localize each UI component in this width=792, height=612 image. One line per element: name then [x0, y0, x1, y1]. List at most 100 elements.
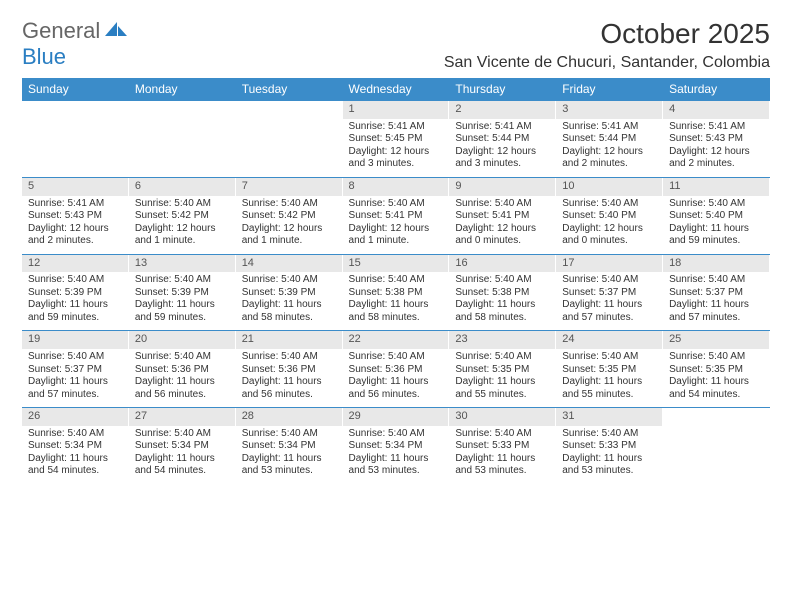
- day-header-wed: Wednesday: [343, 78, 450, 101]
- sunrise-text: Sunrise: 5:40 AM: [135, 428, 230, 441]
- sunrise-text: Sunrise: 5:40 AM: [455, 428, 550, 441]
- day-cell: 13Sunrise: 5:40 AMSunset: 5:39 PMDayligh…: [129, 254, 236, 331]
- day-content: Sunrise: 5:41 AMSunset: 5:43 PMDaylight:…: [663, 119, 770, 177]
- sunset-text: Sunset: 5:42 PM: [135, 210, 230, 223]
- day-cell: 19Sunrise: 5:40 AMSunset: 5:37 PMDayligh…: [22, 331, 129, 408]
- day-number: 9: [449, 178, 556, 196]
- day-cell: 5Sunrise: 5:41 AMSunset: 5:43 PMDaylight…: [22, 177, 129, 254]
- sunrise-text: Sunrise: 5:40 AM: [562, 274, 657, 287]
- title-block: October 2025 San Vicente de Chucuri, San…: [444, 18, 770, 72]
- sunrise-text: Sunrise: 5:41 AM: [28, 198, 123, 211]
- logo-sail-icon: [103, 25, 129, 42]
- sunset-text: Sunset: 5:33 PM: [455, 440, 550, 453]
- day-content: Sunrise: 5:40 AMSunset: 5:42 PMDaylight:…: [236, 196, 343, 254]
- sunrise-text: Sunrise: 5:40 AM: [349, 198, 444, 211]
- day-cell: 15Sunrise: 5:40 AMSunset: 5:38 PMDayligh…: [343, 254, 450, 331]
- daylight-text: Daylight: 11 hours and 59 minutes.: [28, 299, 123, 324]
- day-number: 1: [343, 101, 450, 119]
- daylight-text: Daylight: 12 hours and 0 minutes.: [562, 223, 657, 248]
- day-content: Sunrise: 5:40 AMSunset: 5:40 PMDaylight:…: [663, 196, 770, 254]
- daylight-text: Daylight: 11 hours and 56 minutes.: [242, 376, 337, 401]
- sunrise-text: Sunrise: 5:40 AM: [28, 274, 123, 287]
- day-content: Sunrise: 5:40 AMSunset: 5:37 PMDaylight:…: [663, 272, 770, 330]
- day-number: 27: [129, 408, 236, 426]
- sunset-text: Sunset: 5:40 PM: [562, 210, 657, 223]
- day-content: Sunrise: 5:40 AMSunset: 5:33 PMDaylight:…: [449, 426, 556, 484]
- day-number: 19: [22, 331, 129, 349]
- day-number: 15: [343, 255, 450, 273]
- sunrise-text: Sunrise: 5:40 AM: [28, 428, 123, 441]
- day-cell: 23Sunrise: 5:40 AMSunset: 5:35 PMDayligh…: [449, 331, 556, 408]
- daylight-text: Daylight: 11 hours and 53 minutes.: [349, 453, 444, 478]
- day-number: 3: [556, 101, 663, 119]
- day-cell: 27Sunrise: 5:40 AMSunset: 5:34 PMDayligh…: [129, 408, 236, 484]
- day-cell: [236, 101, 343, 178]
- day-cell: [129, 101, 236, 178]
- day-content: Sunrise: 5:40 AMSunset: 5:38 PMDaylight:…: [343, 272, 450, 330]
- sunrise-text: Sunrise: 5:40 AM: [242, 351, 337, 364]
- sunrise-text: Sunrise: 5:41 AM: [669, 121, 764, 134]
- sunset-text: Sunset: 5:39 PM: [135, 287, 230, 300]
- day-cell: 8Sunrise: 5:40 AMSunset: 5:41 PMDaylight…: [343, 177, 450, 254]
- day-number: 22: [343, 331, 450, 349]
- day-number: [129, 101, 236, 119]
- sunrise-text: Sunrise: 5:40 AM: [669, 198, 764, 211]
- day-header-tue: Tuesday: [236, 78, 343, 101]
- day-content: Sunrise: 5:40 AMSunset: 5:39 PMDaylight:…: [129, 272, 236, 330]
- day-number: 17: [556, 255, 663, 273]
- day-number: 31: [556, 408, 663, 426]
- day-cell: 18Sunrise: 5:40 AMSunset: 5:37 PMDayligh…: [663, 254, 770, 331]
- calendar-body: 1Sunrise: 5:41 AMSunset: 5:45 PMDaylight…: [22, 101, 770, 484]
- daylight-text: Daylight: 12 hours and 3 minutes.: [349, 146, 444, 171]
- day-number: 24: [556, 331, 663, 349]
- daylight-text: Daylight: 11 hours and 57 minutes.: [669, 299, 764, 324]
- day-number: 28: [236, 408, 343, 426]
- daylight-text: Daylight: 11 hours and 56 minutes.: [349, 376, 444, 401]
- day-number: 10: [556, 178, 663, 196]
- daylight-text: Daylight: 12 hours and 2 minutes.: [562, 146, 657, 171]
- day-cell: 2Sunrise: 5:41 AMSunset: 5:44 PMDaylight…: [449, 101, 556, 178]
- daylight-text: Daylight: 11 hours and 53 minutes.: [455, 453, 550, 478]
- sunrise-text: Sunrise: 5:40 AM: [135, 198, 230, 211]
- day-content: Sunrise: 5:40 AMSunset: 5:37 PMDaylight:…: [556, 272, 663, 330]
- day-cell: 16Sunrise: 5:40 AMSunset: 5:38 PMDayligh…: [449, 254, 556, 331]
- day-content: Sunrise: 5:40 AMSunset: 5:36 PMDaylight:…: [129, 349, 236, 407]
- sunset-text: Sunset: 5:39 PM: [28, 287, 123, 300]
- day-header-sat: Saturday: [663, 78, 770, 101]
- day-content: Sunrise: 5:40 AMSunset: 5:35 PMDaylight:…: [663, 349, 770, 407]
- daylight-text: Daylight: 11 hours and 54 minutes.: [28, 453, 123, 478]
- header: General Blue October 2025 San Vicente de…: [22, 18, 770, 72]
- day-cell: 14Sunrise: 5:40 AMSunset: 5:39 PMDayligh…: [236, 254, 343, 331]
- sunset-text: Sunset: 5:43 PM: [28, 210, 123, 223]
- daylight-text: Daylight: 11 hours and 53 minutes.: [242, 453, 337, 478]
- week-row: 1Sunrise: 5:41 AMSunset: 5:45 PMDaylight…: [22, 101, 770, 178]
- daylight-text: Daylight: 11 hours and 59 minutes.: [135, 299, 230, 324]
- sunrise-text: Sunrise: 5:40 AM: [562, 198, 657, 211]
- day-number: 16: [449, 255, 556, 273]
- day-content: Sunrise: 5:40 AMSunset: 5:36 PMDaylight:…: [343, 349, 450, 407]
- sunrise-text: Sunrise: 5:40 AM: [562, 351, 657, 364]
- sunset-text: Sunset: 5:36 PM: [242, 364, 337, 377]
- day-number: 23: [449, 331, 556, 349]
- sunrise-text: Sunrise: 5:40 AM: [455, 274, 550, 287]
- day-number: 18: [663, 255, 770, 273]
- sunset-text: Sunset: 5:38 PM: [349, 287, 444, 300]
- day-cell: 11Sunrise: 5:40 AMSunset: 5:40 PMDayligh…: [663, 177, 770, 254]
- daylight-text: Daylight: 12 hours and 1 minute.: [135, 223, 230, 248]
- daylight-text: Daylight: 12 hours and 0 minutes.: [455, 223, 550, 248]
- day-cell: 6Sunrise: 5:40 AMSunset: 5:42 PMDaylight…: [129, 177, 236, 254]
- day-content: Sunrise: 5:40 AMSunset: 5:39 PMDaylight:…: [236, 272, 343, 330]
- day-cell: 31Sunrise: 5:40 AMSunset: 5:33 PMDayligh…: [556, 408, 663, 484]
- daylight-text: Daylight: 11 hours and 58 minutes.: [455, 299, 550, 324]
- sunset-text: Sunset: 5:45 PM: [349, 133, 444, 146]
- day-cell: 21Sunrise: 5:40 AMSunset: 5:36 PMDayligh…: [236, 331, 343, 408]
- day-cell: [22, 101, 129, 178]
- week-row: 19Sunrise: 5:40 AMSunset: 5:37 PMDayligh…: [22, 331, 770, 408]
- sunset-text: Sunset: 5:35 PM: [669, 364, 764, 377]
- daylight-text: Daylight: 11 hours and 55 minutes.: [562, 376, 657, 401]
- day-cell: [663, 408, 770, 484]
- day-header-fri: Friday: [556, 78, 663, 101]
- sunrise-text: Sunrise: 5:41 AM: [455, 121, 550, 134]
- day-cell: 10 Sunrise: 5:40 AMSunset: 5:40 PMDayligh…: [556, 177, 663, 254]
- daylight-text: Daylight: 11 hours and 54 minutes.: [669, 376, 764, 401]
